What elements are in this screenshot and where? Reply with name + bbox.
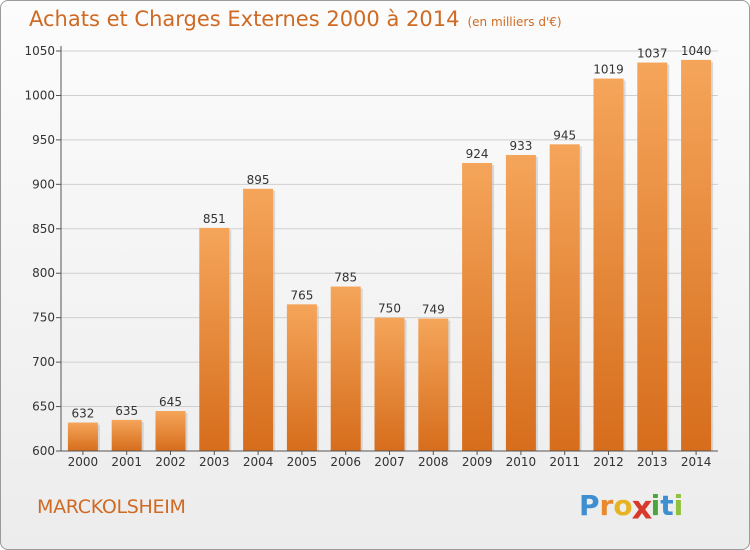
axes [60, 46, 718, 455]
logo-letter: i [673, 489, 684, 522]
data-label: 632 [71, 407, 94, 421]
x-tick-label: 2013 [637, 455, 668, 469]
data-label: 750 [378, 302, 401, 316]
city-name: MARCKOLSHEIM [37, 496, 186, 518]
bar [681, 59, 712, 452]
logo-letter: r [599, 489, 614, 522]
data-label: 945 [553, 128, 576, 142]
x-tick-label: 2000 [68, 455, 99, 469]
proxiti-logo: Proxiti [579, 489, 684, 527]
data-label: 645 [159, 395, 182, 409]
y-tick-label: 1000 [24, 88, 55, 102]
y-tick-label: 1050 [24, 44, 55, 58]
x-tick-label: 2010 [506, 455, 537, 469]
bar [243, 188, 274, 451]
x-tick-label: 2012 [593, 455, 624, 469]
logo-letter: o [613, 489, 633, 522]
title-subtitle: (en milliers d'€) [467, 15, 562, 29]
bar [330, 286, 361, 451]
y-tick-label: 900 [32, 177, 55, 191]
x-tick-labels: 2000 2001 2002 2003 2004 2005 2006 2007 2008 2009… [68, 455, 712, 469]
bar [462, 163, 493, 451]
bar [549, 144, 580, 452]
data-label: 765 [290, 288, 313, 302]
data-label: 933 [509, 139, 532, 153]
data-label: 924 [466, 147, 489, 161]
bar [505, 155, 536, 451]
bars [67, 59, 714, 452]
x-tick-label: 2009 [462, 455, 493, 469]
data-label: 635 [115, 404, 138, 418]
logo-letter: x [631, 488, 653, 527]
x-tick-label: 2004 [243, 455, 274, 469]
bar [418, 318, 449, 451]
data-labels: 632 635 645 851 895 765 785 750 749 924 933 945 1019… [71, 44, 711, 421]
data-label: 785 [334, 271, 357, 285]
x-tick-label: 2011 [549, 455, 580, 469]
y-tick-label: 850 [32, 222, 55, 236]
y-tick-label: 600 [32, 444, 55, 458]
y-tick-label: 950 [32, 133, 55, 147]
x-tick-label: 2003 [199, 455, 230, 469]
data-label: 851 [203, 212, 226, 226]
logo-letter: P [579, 489, 600, 522]
y-tick-label: 700 [32, 355, 55, 369]
bar [67, 422, 98, 451]
data-label: 1019 [593, 63, 624, 77]
x-tick-label: 2006 [330, 455, 361, 469]
data-label: 1037 [637, 47, 668, 61]
y-tick-label: 750 [32, 311, 55, 325]
bar [111, 419, 142, 451]
logo-letter: t [660, 489, 674, 522]
data-label: 749 [422, 303, 445, 317]
x-tick-label: 2002 [155, 455, 186, 469]
x-tick-label: 2008 [418, 455, 449, 469]
x-tick-label: 2005 [287, 455, 318, 469]
title-main: Achats et Charges Externes 2000 à 2014 [29, 7, 460, 31]
chart-title: Achats et Charges Externes 2000 à 2014 (e… [29, 7, 562, 31]
bar [286, 304, 317, 451]
data-label: 895 [247, 173, 270, 187]
logo-letter: i [650, 489, 661, 522]
bar [637, 62, 668, 452]
x-tick-label: 2007 [374, 455, 405, 469]
y-tick-label: 650 [32, 400, 55, 414]
bar [374, 317, 405, 451]
x-tick-label: 2014 [681, 455, 712, 469]
y-tick-labels: 600 650 700 750 800 850 900 950 1000 1050 [24, 44, 55, 458]
x-tick-label: 2001 [111, 455, 142, 469]
y-tick-label: 800 [32, 266, 55, 280]
data-label: 1040 [681, 44, 712, 58]
bar [155, 411, 186, 451]
bar [199, 227, 230, 451]
bar [593, 78, 624, 452]
